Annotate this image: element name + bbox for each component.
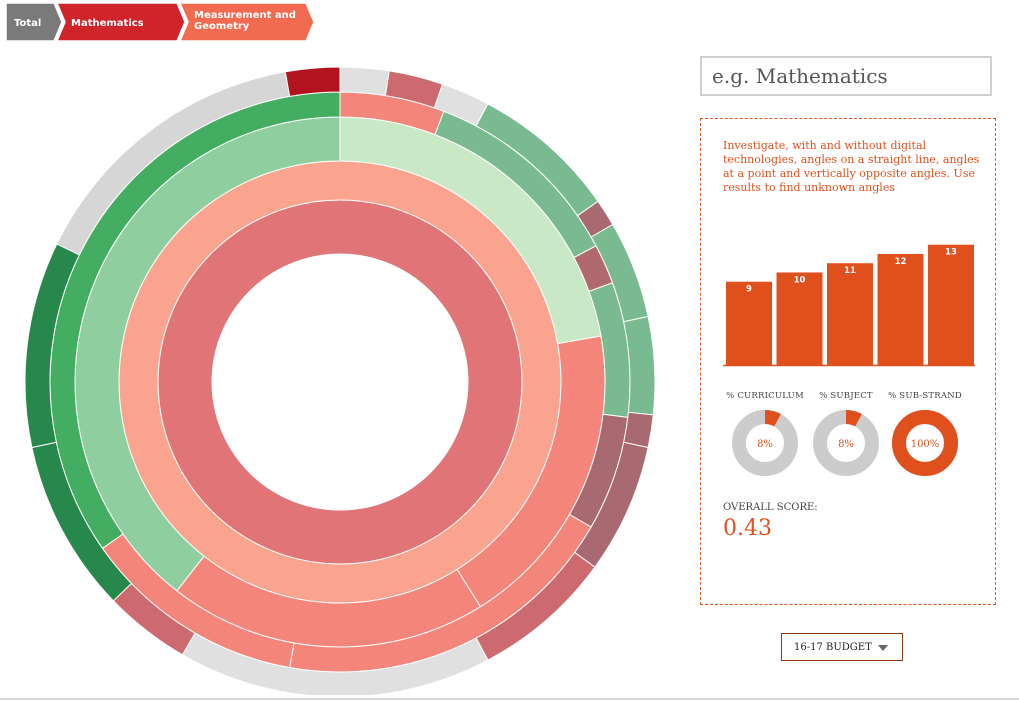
donut-value-text: 8%	[838, 439, 854, 450]
donut-2: % SUB-STRAND 100%	[885, 391, 965, 483]
breadcrumb-item-0[interactable]: Total	[6, 3, 63, 42]
bar-value-label: 11	[844, 266, 856, 276]
chevron-down-icon	[878, 645, 888, 651]
donut-chart: 8%	[732, 410, 798, 476]
donut-label: % SUBJECT	[819, 391, 873, 401]
content-description: Investigate, with and without digital te…	[723, 139, 980, 194]
donut-chart: 100%	[892, 410, 958, 476]
donut-value-text: 8%	[757, 439, 773, 450]
breadcrumb-label: Total	[14, 18, 41, 29]
overall-score-label: OVERALL SCORE:	[723, 502, 818, 513]
donut-chart: 8%	[813, 410, 879, 476]
donut-value-arc	[732, 410, 798, 476]
breadcrumb-label: Measurement and	[194, 10, 296, 21]
sunburst-segment-r4-7[interactable]	[623, 411, 654, 449]
sunburst-chart	[24, 66, 656, 695]
bar-value-label: 12	[895, 257, 907, 267]
donut-value-arc	[813, 410, 879, 476]
year-level-bar-chart: 9 10 11 12 13	[723, 244, 975, 367]
divider	[0, 698, 1019, 700]
info-panel: Investigate, with and without digital te…	[700, 118, 996, 605]
bar-9	[726, 281, 772, 365]
bar-13	[928, 244, 974, 365]
bar-value-label: 9	[746, 285, 752, 295]
donut-value-text: 100%	[911, 439, 940, 450]
donut-label: % SUB-STRAND	[888, 391, 962, 401]
donut-0: % CURRICULUM 8%	[725, 391, 805, 483]
donut-value-arc	[892, 410, 958, 476]
search-input[interactable]	[700, 56, 992, 96]
bar-value-label: 13	[945, 248, 957, 258]
breadcrumb-label: Geometry	[194, 21, 250, 32]
breadcrumb-label: Mathematics	[71, 18, 144, 29]
bar-value-label: 10	[794, 275, 806, 285]
donut-label: % CURRICULUM	[726, 391, 804, 401]
sunburst-segment-r0-0[interactable]	[157, 199, 523, 565]
bar-12	[877, 253, 924, 365]
overall-score-value: 0.43	[723, 516, 772, 541]
donut-1: % SUBJECT 8%	[806, 391, 886, 483]
breadcrumb-item-1[interactable]: Mathematics	[55, 3, 186, 42]
sunburst-segment-r4-15[interactable]	[284, 66, 341, 97]
percentage-donuts: % CURRICULUM 8% % SUBJECT 8% % SUB-STRAND 100…	[701, 391, 997, 481]
bar-11	[827, 263, 873, 365]
bar-10	[776, 272, 823, 365]
budget-select[interactable]: 16-17 BUDGET	[781, 633, 903, 661]
sunburst-segment-r4-0[interactable]	[339, 66, 390, 97]
budget-select-label: 16-17 BUDGET	[794, 641, 872, 653]
